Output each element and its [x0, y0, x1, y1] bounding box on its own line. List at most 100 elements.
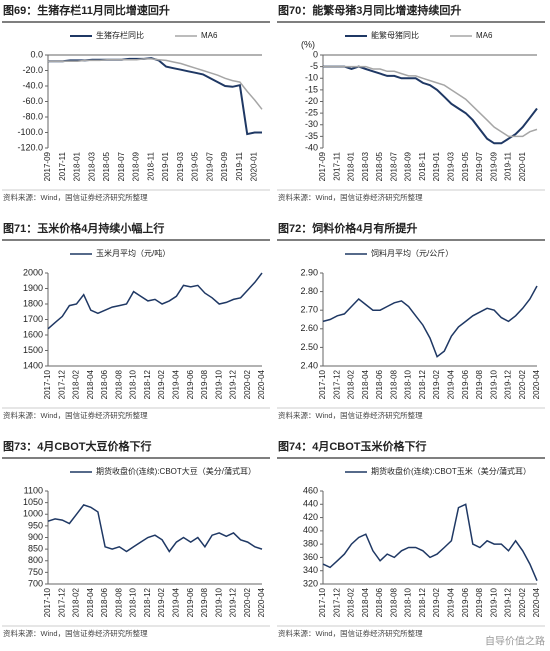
y-tick-label: 1050 — [23, 497, 43, 507]
x-tick-label: 2018-08 — [389, 369, 398, 399]
y-tick-label: 700 — [28, 578, 43, 588]
y-tick-label: 2.60 — [300, 323, 318, 333]
y-tick-label: 1700 — [23, 314, 43, 324]
x-tick-label: 2019-07 — [205, 151, 214, 181]
x-tick-label: 2017-11 — [58, 151, 67, 180]
x-tick-label: 2019-08 — [200, 587, 209, 617]
x-tick-label: 2019-05 — [461, 151, 470, 181]
y-tick-label: 0.0 — [30, 49, 43, 59]
y-tick-label: -40.0 — [22, 80, 43, 90]
x-tick-label: 2020-01 — [518, 151, 527, 181]
x-tick-label: 2019-10 — [214, 369, 223, 399]
source-note: 资料来源：Wind，国信证券经济研究所整理 — [278, 628, 423, 638]
x-tick-label: 2020-02 — [518, 369, 527, 399]
x-tick-label: 2018-05 — [102, 151, 111, 181]
x-tick-label: 2019-01 — [432, 151, 441, 181]
x-tick-label: 2019-04 — [172, 369, 181, 399]
x-tick-label: 2017-12 — [332, 587, 341, 617]
x-tick-label: 2018-06 — [100, 587, 109, 617]
source-note: 资料来源：Wind，国信证券经济研究所整理 — [3, 410, 148, 420]
y-tick-label: -35 — [305, 131, 318, 141]
x-tick-label: 2018-10 — [129, 369, 138, 399]
y-tick-label: -120.0 — [17, 142, 43, 152]
x-tick-label: 2019-06 — [461, 587, 470, 617]
x-tick-label: 2019-03 — [176, 151, 185, 181]
y-tick-label: -25 — [305, 108, 318, 118]
y-tick-label: 1900 — [23, 283, 43, 293]
legend-label: 生猪存栏同比 — [96, 30, 144, 40]
y-tick-label: -80.0 — [22, 111, 43, 121]
x-tick-label: 2019-09 — [220, 151, 229, 181]
x-tick-label: 2019-02 — [432, 369, 441, 399]
legend-label: 饲料月平均（元/公斤） — [371, 248, 453, 258]
x-tick-label: 2017-11 — [332, 151, 341, 180]
y-tick-label: -40 — [305, 142, 318, 152]
x-tick-label: 2017-12 — [332, 369, 341, 399]
x-tick-label: 2018-02 — [72, 587, 81, 617]
y-tick-label: -15 — [305, 84, 318, 94]
y-tick-label: 750 — [28, 567, 43, 577]
x-tick-label: 2019-02 — [157, 369, 166, 399]
x-tick-label: 2019-12 — [229, 587, 238, 617]
chart-title: 图70：能繁母猪3月同比增速持续回升 — [278, 3, 461, 17]
y-tick-label: 2.40 — [300, 360, 318, 370]
x-tick-label: 2018-09 — [404, 151, 413, 181]
chart-title: 图72：饲料价格4月有所提升 — [278, 221, 417, 235]
chart-title: 图73：4月CBOT大豆价格下行 — [3, 439, 152, 453]
x-tick-label: 2017-10 — [43, 369, 52, 399]
y-tick-label: 1800 — [23, 298, 43, 308]
x-tick-label: 2018-11 — [146, 151, 155, 180]
x-tick-label: 2017-10 — [318, 369, 327, 399]
series-line — [323, 65, 538, 138]
y-tick-label: 2.50 — [300, 342, 318, 352]
y-tick-label: 2000 — [23, 267, 43, 277]
x-tick-label: 2018-12 — [418, 369, 427, 399]
legend-label: 期货收盘价(连续):CBOT大豆（美分/蒲式耳） — [96, 466, 256, 476]
y-tick-label: 1500 — [23, 345, 43, 355]
x-tick-label: 2019-10 — [214, 587, 223, 617]
x-tick-label: 2018-01 — [347, 151, 356, 181]
x-tick-label: 2019-04 — [172, 587, 181, 617]
y-tick-label: 2.90 — [300, 267, 318, 277]
x-tick-label: 2017-09 — [318, 151, 327, 181]
chart-title: 图74：4月CBOT玉米价格下行 — [278, 439, 427, 453]
x-tick-label: 2018-04 — [361, 369, 370, 399]
y-tick-label: 2.80 — [300, 286, 318, 296]
chart-title: 图69：生猪存栏11月同比增速回升 — [3, 3, 170, 17]
y-tick-label: 320 — [303, 578, 318, 588]
x-tick-label: 2018-06 — [100, 369, 109, 399]
y-unit: (%) — [301, 39, 315, 49]
x-tick-label: 2019-12 — [504, 369, 513, 399]
source-note: 资料来源：Wind，国信证券经济研究所整理 — [3, 192, 148, 202]
x-tick-label: 2020-04 — [532, 587, 541, 617]
x-tick-label: 2020-02 — [243, 369, 252, 399]
x-tick-label: 2019-02 — [432, 587, 441, 617]
legend-label: 能繁母猪同比 — [371, 30, 419, 40]
series-line — [47, 272, 263, 330]
y-tick-label: -20.0 — [22, 65, 43, 75]
y-tick-label: 950 — [28, 520, 43, 530]
x-tick-label: 2018-12 — [418, 587, 427, 617]
y-tick-label: 340 — [303, 565, 318, 575]
y-tick-label: 420 — [303, 512, 318, 522]
series-line — [48, 58, 263, 110]
y-tick-label: -20 — [305, 96, 318, 106]
x-tick-label: 2020-04 — [257, 587, 266, 617]
x-tick-label: 2017-09 — [43, 151, 52, 181]
y-tick-label: 380 — [303, 539, 318, 549]
x-tick-label: 2018-12 — [143, 369, 152, 399]
x-tick-label: 2018-08 — [114, 587, 123, 617]
x-tick-label: 2018-10 — [129, 587, 138, 617]
legend-label: 玉米月平均（元/吨） — [96, 248, 170, 258]
x-tick-label: 2017-12 — [57, 587, 66, 617]
source-note: 资料来源：Wind，国信证券经济研究所整理 — [278, 192, 423, 202]
legend-label: MA6 — [476, 31, 493, 40]
x-tick-label: 2018-10 — [404, 587, 413, 617]
x-tick-label: 2018-02 — [347, 369, 356, 399]
x-tick-label: 2019-06 — [186, 587, 195, 617]
x-tick-label: 2018-02 — [347, 587, 356, 617]
x-tick-label: 2018-11 — [418, 151, 427, 180]
x-tick-label: 2020-02 — [243, 587, 252, 617]
x-tick-label: 2018-05 — [375, 151, 384, 181]
x-tick-label: 2019-10 — [489, 587, 498, 617]
